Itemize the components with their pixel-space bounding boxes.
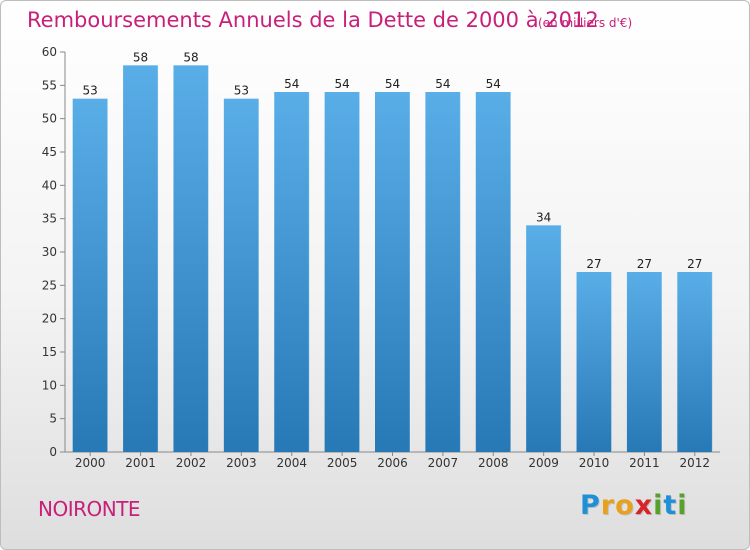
data-label: 27 <box>687 257 702 271</box>
data-label: 58 <box>133 50 148 64</box>
x-tick-label: 2011 <box>629 456 660 470</box>
x-tick-label: 2008 <box>478 456 509 470</box>
data-label: 27 <box>586 257 601 271</box>
x-tick-label: 2004 <box>276 456 307 470</box>
x-tick-label: 2001 <box>125 456 156 470</box>
bar <box>425 92 460 452</box>
data-label: 54 <box>486 77 501 91</box>
bar <box>73 99 108 452</box>
bar <box>627 272 662 452</box>
brand-letter: i <box>677 490 687 521</box>
bar-chart: 0 5 10 15 20 25 30 35 40 45 50 55 60 2000 53 2001 58 200… <box>1 1 750 550</box>
bar <box>173 65 208 452</box>
bar <box>526 225 561 452</box>
y-tick-label: 40 <box>42 178 57 192</box>
y-tick-label: 15 <box>42 345 57 359</box>
x-tick-label: 2000 <box>75 456 106 470</box>
data-label: 27 <box>637 257 652 271</box>
y-tick-label: 50 <box>42 112 57 126</box>
data-label: 54 <box>435 77 450 91</box>
data-label: 34 <box>536 210 551 224</box>
y-tick-label: 10 <box>42 378 57 392</box>
x-tick-label: 2007 <box>428 456 459 470</box>
x-tick-label: 2009 <box>528 456 559 470</box>
y-tick-label: 0 <box>49 445 57 459</box>
y-tick-label: 60 <box>42 45 57 59</box>
y-tick-label: 30 <box>42 245 57 259</box>
brand-letter: r <box>601 490 615 521</box>
commune-name: NOIRONTE <box>38 497 140 521</box>
data-label: 53 <box>234 84 249 98</box>
y-tick-label: 20 <box>42 312 57 326</box>
proxiti-logo: Proxiti <box>580 490 688 521</box>
brand-letter: i <box>653 490 663 521</box>
bar <box>224 99 259 452</box>
chart-bars <box>73 65 713 452</box>
y-tick-label: 35 <box>42 212 57 226</box>
data-label: 58 <box>183 50 198 64</box>
bar <box>375 92 410 452</box>
bar <box>123 65 158 452</box>
bar <box>325 92 360 452</box>
y-tick-label: 5 <box>49 412 57 426</box>
x-tick-label: 2003 <box>226 456 257 470</box>
x-tick-label: 2012 <box>680 456 711 470</box>
x-tick-label: 2002 <box>176 456 207 470</box>
bar <box>274 92 309 452</box>
data-label: 53 <box>83 84 98 98</box>
bar <box>476 92 511 452</box>
data-label: 54 <box>334 77 349 91</box>
y-tick-label: 55 <box>42 78 57 92</box>
brand-letter: P <box>580 490 601 521</box>
data-label: 54 <box>284 77 299 91</box>
brand-letter: t <box>663 490 677 521</box>
chart-frame: Remboursements Annuels de la Dette de 20… <box>0 0 750 550</box>
brand-letter: x <box>635 490 653 521</box>
y-tick-label: 45 <box>42 145 57 159</box>
brand-letter: o <box>615 490 635 521</box>
x-tick-label: 2006 <box>377 456 408 470</box>
data-label: 54 <box>385 77 400 91</box>
x-tick-label: 2005 <box>327 456 358 470</box>
y-tick-label: 25 <box>42 278 57 292</box>
bar <box>677 272 712 452</box>
bar <box>577 272 612 452</box>
x-tick-label: 2010 <box>579 456 610 470</box>
